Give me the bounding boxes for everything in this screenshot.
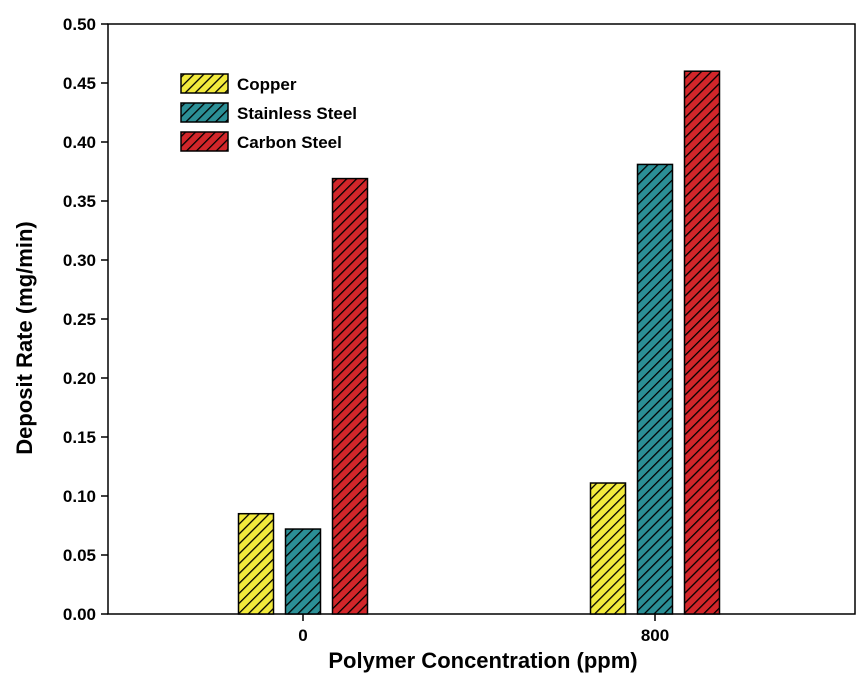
bar-copper-800	[589, 482, 627, 615]
y-tick-label: 0.10	[63, 487, 96, 506]
y-tick-label: 0.20	[63, 369, 96, 388]
y-axis-title: Deposit Rate (mg/min)	[12, 221, 37, 454]
legend-label-carbon-steel: Carbon Steel	[237, 133, 342, 152]
bar-stainless-steel-0	[284, 528, 322, 615]
legend: Copper Stainless Steel Carbon Steel	[180, 73, 357, 152]
y-tick-label: 0.30	[63, 251, 96, 270]
y-tick-label: 0.45	[63, 74, 96, 93]
x-tick-label: 0	[298, 626, 307, 645]
bar-carbon-steel-800	[683, 70, 721, 615]
y-tick-label: 0.05	[63, 546, 96, 565]
bars-group	[237, 70, 721, 615]
y-tick-label: 0.50	[63, 15, 96, 34]
x-tick-label: 800	[641, 626, 669, 645]
bar-copper-0	[237, 512, 275, 615]
x-tick-labels: 0 800	[298, 626, 669, 645]
legend-label-stainless-steel: Stainless Steel	[237, 104, 357, 123]
legend-label-copper: Copper	[237, 75, 297, 94]
y-tick-label: 0.25	[63, 310, 96, 329]
legend-swatch-copper	[180, 73, 229, 94]
y-tick-label: 0.00	[63, 605, 96, 624]
y-tick-label: 0.35	[63, 192, 96, 211]
bar-stainless-steel-800	[636, 163, 674, 615]
y-tick-labels: 0.00 0.05 0.10 0.15 0.20 0.25 0.30 0.35 0.40 0.45…	[63, 15, 96, 624]
x-axis-title: Polymer Concentration (ppm)	[328, 648, 637, 673]
legend-swatch-stainless-steel	[180, 102, 229, 123]
legend-swatch-carbon-steel	[180, 131, 229, 152]
y-tick-label: 0.15	[63, 428, 96, 447]
plot-axes	[101, 23, 856, 621]
bar-carbon-steel-0	[331, 177, 369, 615]
y-tick-label: 0.40	[63, 133, 96, 152]
